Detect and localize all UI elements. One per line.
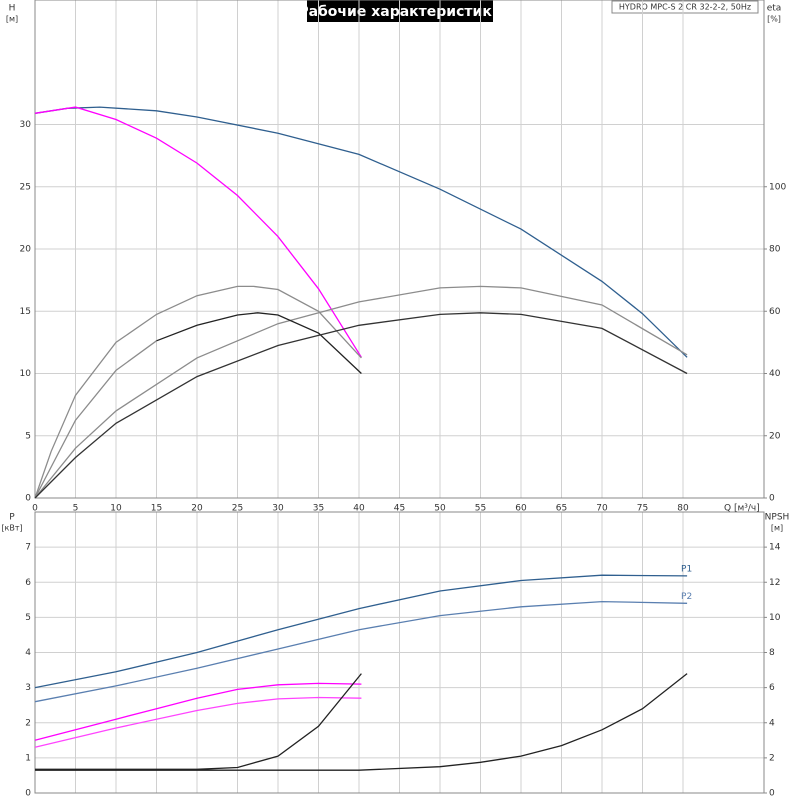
y2-axis-label: NPSH: [765, 513, 790, 523]
x-tick-label: 40: [353, 504, 365, 514]
y-tick-label: 1: [25, 753, 31, 763]
curve: [35, 673, 688, 771]
y-tick-label: 7: [25, 543, 31, 553]
y-tick-label: 20: [20, 245, 32, 255]
x-tick-label: 25: [232, 504, 243, 514]
y2-tick-label: 80: [769, 245, 781, 255]
x-tick-label: 45: [394, 504, 405, 514]
curve: [34, 106, 688, 358]
curve: [34, 285, 688, 499]
y2-tick-label: 0: [769, 789, 775, 799]
curve: [34, 312, 688, 499]
x-tick-label: 15: [151, 504, 162, 514]
x-tick-label: 30: [272, 504, 284, 514]
y2-tick-label: 40: [769, 369, 781, 379]
x-tick-label: 70: [596, 504, 608, 514]
y-tick-label: 5: [25, 431, 31, 441]
curve: [34, 574, 688, 689]
y2-tick-label: 14: [769, 543, 781, 553]
y2-tick-label: 0: [769, 494, 775, 504]
x-tick-label: 0: [32, 504, 38, 514]
x-tick-label: 20: [191, 504, 203, 514]
curve: [34, 682, 362, 741]
curve: [34, 106, 362, 358]
y-tick-label: 5: [25, 613, 31, 623]
y-tick-label: 3: [25, 683, 31, 693]
curve: [34, 696, 362, 748]
y2-tick-label: 100: [769, 182, 786, 192]
y2-tick-label: 4: [769, 718, 775, 728]
y2-axis-unit: [%]: [767, 15, 781, 24]
x-tick-label: 55: [475, 504, 486, 514]
y-axis-label: H: [9, 4, 16, 14]
curve: [35, 673, 362, 770]
x-axis-label: Q [м³/ч]: [724, 504, 760, 514]
x-tick-label: 75: [637, 504, 648, 514]
y-tick-label: 0: [25, 789, 31, 799]
y2-tick-label: 6: [769, 683, 775, 693]
y-axis-label: P: [9, 513, 15, 523]
y-tick-label: 10: [20, 369, 32, 379]
curve: [34, 340, 157, 499]
y2-tick-label: 60: [769, 307, 781, 317]
y-tick-label: 4: [25, 648, 31, 658]
y-axis-unit: [кВт]: [1, 524, 22, 533]
y2-axis-label: eta: [767, 4, 782, 14]
y-tick-label: 30: [20, 120, 32, 130]
y2-axis-unit: [м]: [771, 524, 783, 533]
y-tick-label: 0: [25, 494, 31, 504]
x-tick-label: 10: [110, 504, 122, 514]
curve: [34, 600, 688, 703]
x-tick-label: 80: [677, 504, 689, 514]
x-tick-label: 65: [556, 504, 567, 514]
x-tick-label: 50: [434, 504, 446, 514]
curve-label: P1: [681, 564, 692, 574]
y2-tick-label: 20: [769, 431, 781, 441]
curve: [34, 285, 362, 499]
subtitle-box: [611, 0, 759, 14]
y-tick-label: 25: [20, 182, 31, 192]
curve: [156, 312, 362, 374]
y-tick-label: 6: [25, 578, 31, 588]
y2-tick-label: 8: [769, 648, 775, 658]
y2-tick-label: 12: [769, 578, 780, 588]
y2-tick-label: 2: [769, 753, 775, 763]
x-tick-label: 5: [73, 504, 79, 514]
y2-tick-label: 10: [769, 613, 781, 623]
curve-label: P2: [681, 592, 692, 602]
x-tick-label: 35: [313, 504, 324, 514]
subtitle: HYDRO MPC-S 2 CR 32-2-2, 50Hz: [619, 3, 751, 12]
y-tick-label: 2: [25, 718, 31, 728]
y-tick-label: 15: [20, 307, 31, 317]
x-tick-label: 60: [515, 504, 527, 514]
y-axis-unit: [м]: [6, 15, 18, 24]
